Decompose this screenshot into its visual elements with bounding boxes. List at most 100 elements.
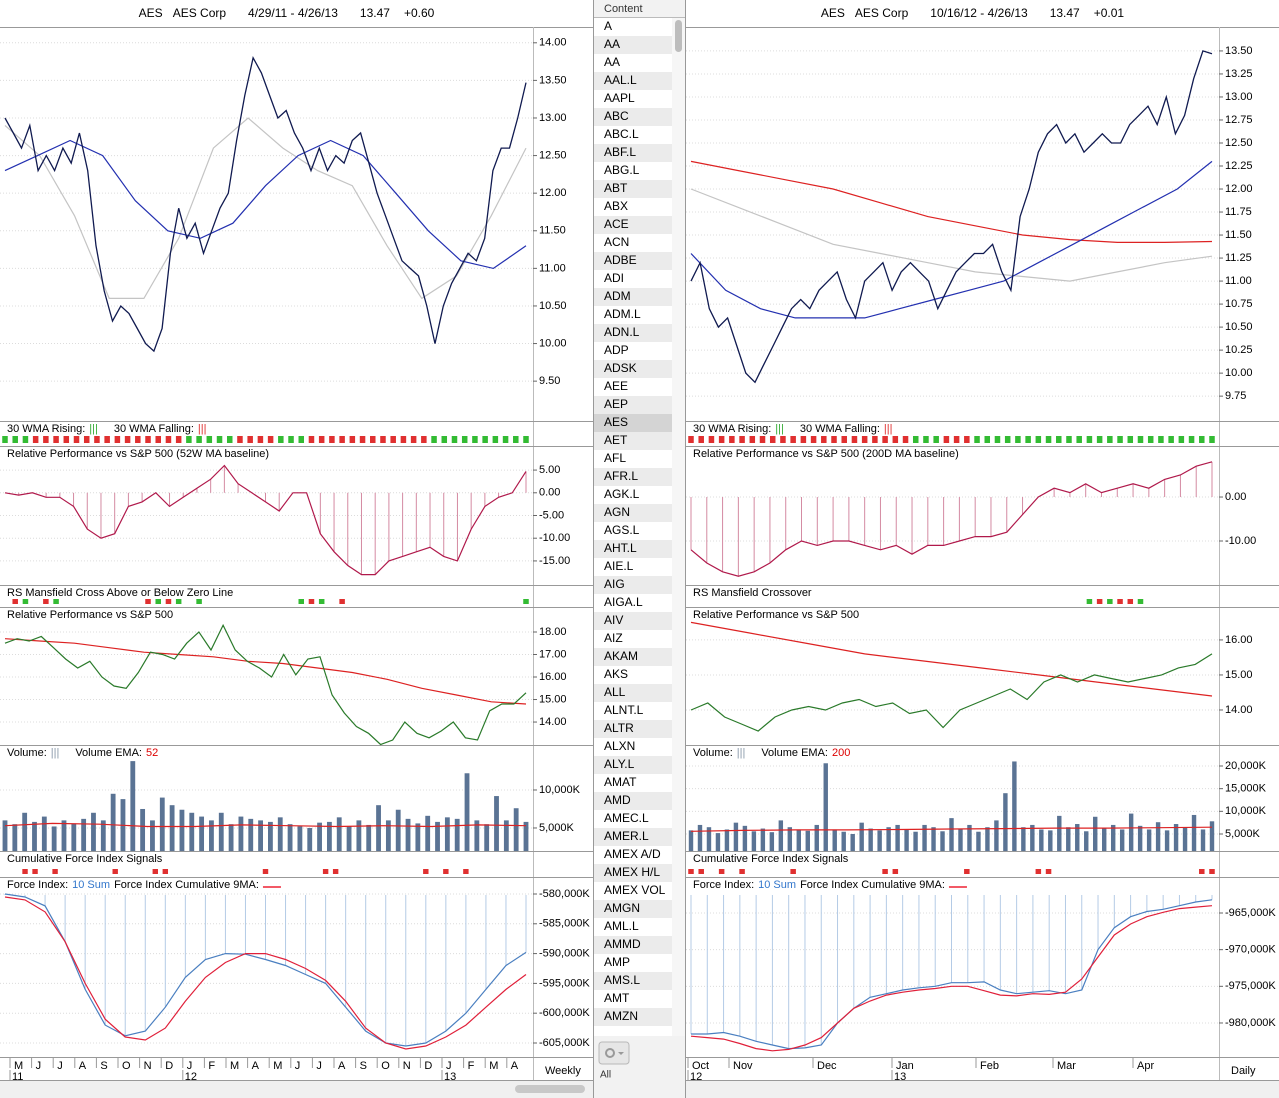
list-item[interactable]: AMD xyxy=(604,793,631,807)
list-row[interactable] xyxy=(594,432,672,450)
list-item[interactable]: AMEC.L xyxy=(604,811,649,825)
list-item[interactable]: ALL xyxy=(604,685,626,699)
list-row[interactable] xyxy=(594,108,672,126)
list-row[interactable] xyxy=(594,216,672,234)
list-item[interactable]: AAPL xyxy=(604,91,635,105)
list-row[interactable] xyxy=(594,576,672,594)
list-item[interactable]: AIV xyxy=(604,613,623,627)
list-row[interactable] xyxy=(594,18,672,36)
h-scrollbar[interactable] xyxy=(686,1080,1279,1098)
list-item[interactable]: AHT.L xyxy=(604,541,637,555)
v-scrollbar[interactable] xyxy=(672,18,685,1036)
list-row[interactable] xyxy=(594,342,672,360)
list-row[interactable] xyxy=(594,540,672,558)
list-item[interactable]: AA xyxy=(604,55,620,69)
list-row[interactable] xyxy=(594,558,672,576)
list-row[interactable] xyxy=(594,864,672,882)
list-row[interactable] xyxy=(594,918,672,936)
list-item[interactable]: AES xyxy=(604,415,628,429)
list-item[interactable]: ABX xyxy=(604,199,628,213)
list-item[interactable]: ADM.L xyxy=(604,307,641,321)
list-row[interactable] xyxy=(594,252,672,270)
list-row[interactable] xyxy=(594,846,672,864)
list-item[interactable]: AMAT xyxy=(604,775,637,789)
list-item[interactable]: AML.L xyxy=(604,919,639,933)
list-item[interactable]: ALY.L xyxy=(604,757,635,771)
list-row[interactable] xyxy=(594,936,672,954)
list-row[interactable] xyxy=(594,972,672,990)
list-item[interactable]: AIE.L xyxy=(604,559,634,573)
list-item[interactable]: AMP xyxy=(604,955,630,969)
list-item[interactable]: AET xyxy=(604,433,628,447)
list-row[interactable] xyxy=(594,72,672,90)
list-row[interactable] xyxy=(594,414,672,432)
list-row[interactable] xyxy=(594,900,672,918)
list-row[interactable] xyxy=(594,594,672,612)
list-item[interactable]: AMEX VOL xyxy=(604,883,666,897)
list-item[interactable]: AFL xyxy=(604,451,626,465)
list-row[interactable] xyxy=(594,702,672,720)
list-item[interactable]: AMEX H/L xyxy=(604,865,660,879)
list-item[interactable]: ADN.L xyxy=(604,325,640,339)
list-row[interactable] xyxy=(594,144,672,162)
list-item[interactable]: ABC xyxy=(604,109,629,123)
list-row[interactable] xyxy=(594,810,672,828)
list-row[interactable] xyxy=(594,990,672,1008)
list-item[interactable]: AFR.L xyxy=(604,469,638,483)
list-row[interactable] xyxy=(594,792,672,810)
list-row[interactable] xyxy=(594,360,672,378)
list-row[interactable] xyxy=(594,612,672,630)
list-row[interactable] xyxy=(594,522,672,540)
list-item[interactable]: AKAM xyxy=(604,649,638,663)
list-item[interactable]: AA xyxy=(604,37,620,51)
list-row[interactable] xyxy=(594,504,672,522)
list-item[interactable]: AMEX A/D xyxy=(604,847,661,861)
list-item[interactable]: ABT xyxy=(604,181,628,195)
list-item[interactable]: AIZ xyxy=(604,631,623,645)
h-scrollbar[interactable] xyxy=(0,1080,593,1098)
list-row[interactable] xyxy=(594,774,672,792)
list-item[interactable]: AIG xyxy=(604,577,625,591)
list-item[interactable]: ADBE xyxy=(604,253,637,267)
list-row[interactable] xyxy=(594,270,672,288)
list-item[interactable]: AAL.L xyxy=(604,73,637,87)
list-row[interactable] xyxy=(594,324,672,342)
list-row[interactable] xyxy=(594,90,672,108)
list-item[interactable]: ABG.L xyxy=(604,163,640,177)
list-item[interactable]: A xyxy=(604,19,612,33)
list-row[interactable] xyxy=(594,1026,672,1036)
list-row[interactable] xyxy=(594,450,672,468)
list-row[interactable] xyxy=(594,234,672,252)
list-item[interactable]: ACE xyxy=(604,217,629,231)
list-row[interactable] xyxy=(594,396,672,414)
list-row[interactable] xyxy=(594,306,672,324)
list-row[interactable] xyxy=(594,882,672,900)
list-row[interactable] xyxy=(594,288,672,306)
list-item[interactable]: ABF.L xyxy=(604,145,636,159)
list-item[interactable]: AMT xyxy=(604,991,630,1005)
list-row[interactable] xyxy=(594,486,672,504)
list-row[interactable] xyxy=(594,36,672,54)
list-item[interactable]: ALTR xyxy=(604,721,634,735)
scroll-thumb[interactable] xyxy=(675,20,682,52)
list-item[interactable]: AGN xyxy=(604,505,630,519)
list-item[interactable]: ALXN xyxy=(604,739,635,753)
list-item[interactable]: AKS xyxy=(604,667,628,681)
scroll-thumb[interactable] xyxy=(515,1085,585,1093)
list-item[interactable]: AMS.L xyxy=(604,973,640,987)
list-item[interactable]: AIGA.L xyxy=(604,595,643,609)
list-row[interactable] xyxy=(594,180,672,198)
list-row[interactable] xyxy=(594,198,672,216)
list-item[interactable]: ACN xyxy=(604,235,629,249)
list-row[interactable] xyxy=(594,468,672,486)
list-item[interactable]: AEP xyxy=(604,397,628,411)
list-row[interactable] xyxy=(594,720,672,738)
list-item[interactable]: ADM xyxy=(604,289,631,303)
list-row[interactable] xyxy=(594,684,672,702)
list-item[interactable]: AEE xyxy=(604,379,628,393)
list-item[interactable]: ADSK xyxy=(604,361,637,375)
list-item[interactable]: ADI xyxy=(604,271,624,285)
list-item[interactable]: ADP xyxy=(604,343,629,357)
list-row[interactable] xyxy=(594,828,672,846)
list-row[interactable] xyxy=(594,1008,672,1026)
